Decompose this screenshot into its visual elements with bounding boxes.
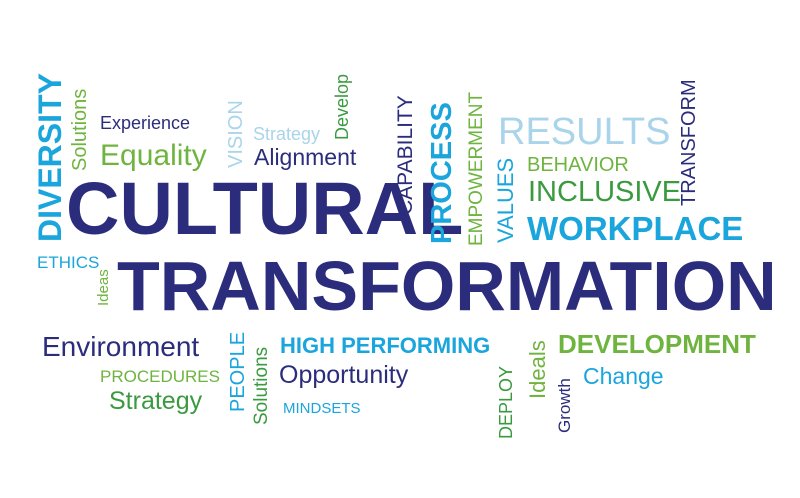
word-development: DEVELOPMENT <box>558 329 756 359</box>
word-solutions-bottom: Solutions <box>251 346 272 425</box>
word-strategy-bottom: Strategy <box>109 387 203 415</box>
word-change: Change <box>583 363 664 389</box>
word-inclusive: INCLUSIVE <box>528 176 682 208</box>
word-people: PEOPLE <box>227 331 249 412</box>
word-values: VALUES <box>493 157 518 243</box>
word-develop: Develop <box>332 73 352 140</box>
word-behavior: BEHAVIOR <box>527 154 629 176</box>
word-results: RESULTS <box>498 111 671 153</box>
word-environment: Environment <box>42 331 200 362</box>
word-workplace: WORKPLACE <box>527 210 744 247</box>
word-diversity: DIVERSITY <box>32 73 68 242</box>
word-growth: Growth <box>555 378 574 433</box>
word-alignment: Alignment <box>254 144 357 170</box>
word-solutions-top: Solutions <box>69 88 91 171</box>
word-ideas-left: Ideas <box>95 269 112 306</box>
word-high-performing: HIGH PERFORMING <box>280 333 491 358</box>
word-process: PROCESS <box>426 102 458 244</box>
word-deploy: DEPLOY <box>496 365 516 439</box>
word-capability: CAPABILITY <box>394 95 417 215</box>
word-transform: TRANSFORM <box>678 79 700 206</box>
word-mindsets: MINDSETS <box>283 400 361 417</box>
word-vision: VISION <box>225 100 247 168</box>
word-transformation: TRANSFORMATION <box>117 247 777 325</box>
word-opportunity: Opportunity <box>279 361 409 389</box>
word-procedures: PROCEDURES <box>100 367 220 386</box>
word-ethics: ETHICS <box>37 253 100 272</box>
word-ideals: Ideals <box>525 340 550 399</box>
word-cultural: CULTURAL <box>66 167 464 250</box>
word-experience: Experience <box>100 113 191 133</box>
word-strategy-top: Strategy <box>253 124 321 144</box>
word-equality: Equality <box>100 139 207 172</box>
word-empowerment: EMPOWERMENT <box>466 91 487 246</box>
